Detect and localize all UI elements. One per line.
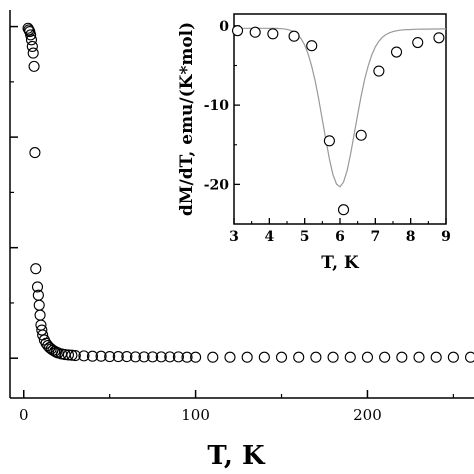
main-data-point <box>69 350 81 362</box>
inset-x-tick-label: 3 <box>229 229 239 245</box>
inset-x-tick-label: 5 <box>300 229 310 245</box>
inset-x-tick-label: 4 <box>264 229 274 245</box>
main-data-point <box>379 351 391 363</box>
inset-x-tick-label: 9 <box>441 229 451 245</box>
inset-data-point <box>412 36 424 49</box>
main-data-point <box>62 349 74 361</box>
main-x-tick-label: 200 <box>353 406 382 424</box>
main-data-point <box>78 350 90 362</box>
main-data-point <box>121 350 133 363</box>
inset-data-point <box>231 25 244 37</box>
main-data-point <box>361 351 374 363</box>
main-data-point <box>465 351 474 363</box>
main-data-point <box>396 351 408 363</box>
main-data-point <box>86 350 99 362</box>
main-data-point <box>164 351 176 363</box>
main-data-point <box>27 47 39 59</box>
inset-x-tick-label: 7 <box>370 229 380 245</box>
inset-data-point <box>267 28 279 40</box>
main-data-point <box>258 351 270 363</box>
inset-plot: 3 4 5 6 7 8 9 0 -10 -20 T, K dM/dT, emu/(K*mol) <box>170 4 460 284</box>
main-data-point <box>310 351 322 363</box>
main-data-point <box>23 24 35 36</box>
main-plot: 0 100 200 T, K <box>9 10 474 471</box>
main-data-point <box>25 34 38 46</box>
main-data-point <box>190 351 202 363</box>
main-data-point <box>344 351 356 363</box>
main-data-point <box>275 351 288 363</box>
inset-fit-curve <box>234 27 446 188</box>
main-data-point <box>327 351 339 363</box>
main-data-point <box>155 351 167 363</box>
main-x-axis-title: T, K <box>207 441 266 471</box>
main-data-point <box>129 351 142 363</box>
main-data-point <box>26 40 38 53</box>
inset-x-tick-label: 8 <box>406 229 416 245</box>
main-data-point <box>430 351 442 363</box>
inset-data-point <box>433 32 445 44</box>
main-x-tick-label: 0 <box>19 406 29 424</box>
main-data-point <box>30 263 42 275</box>
main-points <box>22 22 474 363</box>
main-data-point <box>138 351 150 363</box>
main-data-point <box>241 351 253 363</box>
inset-data-point <box>323 135 335 147</box>
main-data-point <box>224 351 236 363</box>
inset-data-point <box>288 30 300 42</box>
main-data-point <box>25 29 37 41</box>
inset-background <box>170 4 460 284</box>
main-data-point <box>207 351 219 363</box>
inset-data-point <box>306 40 318 52</box>
main-data-point <box>112 350 124 363</box>
main-data-point <box>147 351 159 363</box>
main-data-point <box>66 349 78 361</box>
main-data-point <box>413 351 425 363</box>
inset-x-axis-title: T, K <box>321 253 360 273</box>
inset-y-tick-label: 0 <box>219 19 229 35</box>
inset-data-point <box>355 129 367 141</box>
inset-y-axis-title: dM/dT, emu/(K*mol) <box>177 22 197 216</box>
inset-points <box>231 25 445 216</box>
inset-data-point <box>249 26 261 38</box>
inset-y-tick-label: -10 <box>204 98 230 114</box>
inset-x-tick-label: 6 <box>335 229 345 245</box>
inset-data-point <box>390 46 403 58</box>
main-data-point <box>447 351 459 363</box>
main-x-tick-label: 100 <box>181 406 210 424</box>
inset-y-tick-label: -20 <box>204 177 230 193</box>
main-data-point <box>95 350 107 362</box>
main-data-point <box>36 324 48 336</box>
main-ticks: 0 100 200 <box>10 25 454 424</box>
main-data-point <box>31 281 44 293</box>
main-data-point <box>181 351 193 363</box>
main-data-point <box>104 350 116 363</box>
main-data-point <box>33 299 45 311</box>
main-data-point <box>34 309 46 321</box>
main-data-point <box>172 351 184 363</box>
main-data-point <box>28 60 40 72</box>
main-data-point <box>293 351 305 363</box>
inset-data-point <box>373 65 385 77</box>
inset-data-point <box>337 204 350 216</box>
main-data-point <box>29 147 41 159</box>
